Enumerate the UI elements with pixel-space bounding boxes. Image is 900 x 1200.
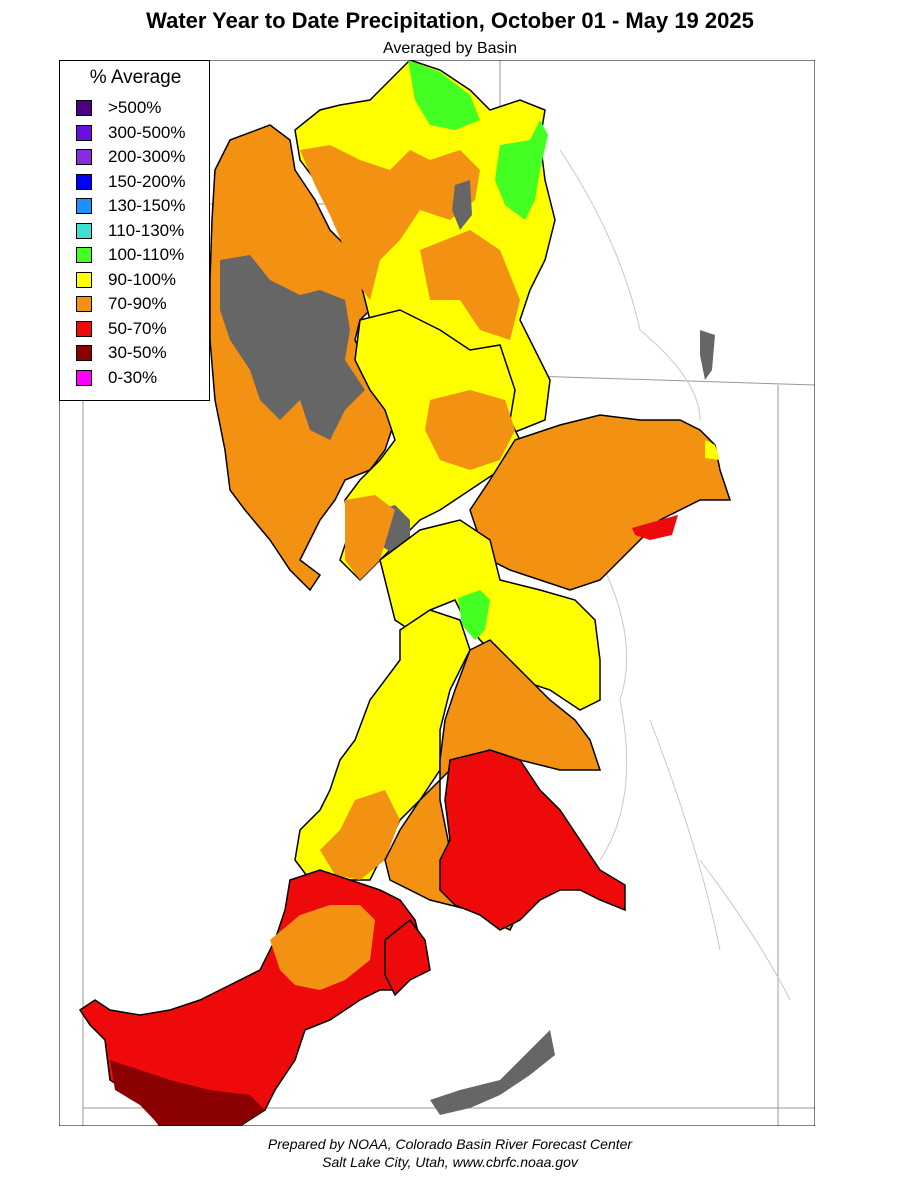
legend-item: 90-100% — [76, 269, 176, 291]
basin-southwest-orange-patch — [270, 905, 375, 990]
legend-swatch — [76, 124, 92, 141]
legend-swatch — [76, 100, 92, 116]
legend-label: >500% — [108, 98, 162, 117]
legend-item: 110-130% — [76, 220, 184, 242]
legend-swatch — [76, 222, 92, 239]
basin-north-orange-patch — [300, 145, 480, 300]
basin-south-central-90-100 — [379, 519, 601, 711]
basin-northeast-100-110 — [495, 120, 548, 220]
legend-item: 130-150% — [76, 195, 186, 217]
legend-swatch — [76, 296, 92, 312]
precipitation-map — [59, 60, 815, 1126]
legend-swatch — [76, 320, 92, 337]
credit-line-1: Prepared by NOAA, Colorado Basin River F… — [267, 1136, 633, 1152]
basin-central-orange-patch — [425, 390, 515, 470]
legend-label: 300-500% — [108, 122, 186, 142]
legend-item: >500% — [76, 97, 161, 119]
legend-label: 110-130% — [108, 220, 185, 240]
legend-item: 70-90% — [76, 293, 167, 315]
legend-swatch — [76, 345, 92, 361]
legend-swatch — [76, 247, 92, 263]
legend-label: 100-110% — [108, 245, 185, 264]
legend-label: 150-200% — [108, 171, 186, 191]
legend-label: 70-90% — [108, 294, 167, 313]
legend-item: 300-500% — [76, 122, 186, 144]
legend-label: 30-50% — [108, 343, 167, 362]
legend-label: 0-30% — [108, 367, 158, 387]
legend-item: 30-50% — [76, 342, 167, 364]
legend-item: 50-70% — [76, 318, 167, 340]
legend-swatch — [76, 369, 92, 386]
basin-central-orange-west — [345, 495, 395, 580]
lake-powell — [430, 1030, 555, 1115]
legend-label: 200-300% — [108, 147, 186, 166]
legend-label: 130-150% — [108, 196, 186, 215]
basin-south-small-50-70 — [384, 918, 431, 997]
legend-swatch — [76, 149, 92, 165]
map-title: Water Year to Date Precipitation, Octobe… — [146, 8, 754, 33]
legend-swatch — [76, 271, 92, 288]
basin-east-90-100-edge — [705, 440, 720, 460]
reservoir-north — [452, 180, 472, 230]
legend-label: 90-100% — [108, 269, 177, 289]
legend-swatch — [76, 173, 92, 190]
legend-swatch — [76, 198, 92, 214]
basin-southeast-50-70 — [439, 749, 626, 931]
great-salt-lake — [220, 255, 365, 440]
river-lines — [559, 149, 791, 1001]
basin-sevier-orange-patch — [320, 790, 400, 880]
legend-item: 100-110% — [76, 244, 184, 266]
legend-title: % Average — [89, 67, 182, 88]
basin-northeast-orange-patch — [420, 230, 520, 340]
credit-line-2: Salt Lake City, Utah, www.cbrfc.noaa.gov — [322, 1154, 578, 1170]
legend-item: 200-300% — [76, 146, 186, 168]
legend-item: 0-30% — [76, 367, 157, 389]
legend-box: % Average >500% 300-500% 200-300% 150-200% 1… — [59, 60, 210, 401]
basin-east-50-70 — [632, 515, 678, 540]
basin-north-100-110 — [408, 60, 480, 130]
map-subtitle: Averaged by Basin — [382, 40, 517, 57]
basin-south-central-100-110 — [458, 590, 490, 640]
legend-item: 150-200% — [76, 171, 186, 193]
basin-southwest-30-50 — [110, 1060, 265, 1126]
flaming-gorge-area — [700, 330, 715, 380]
legend-label: 50-70% — [108, 318, 167, 338]
